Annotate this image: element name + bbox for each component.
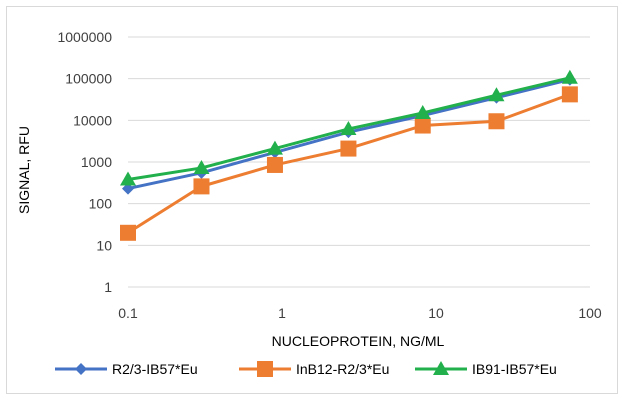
y-tick-label: 1000000 — [57, 29, 112, 45]
gridlines — [128, 36, 590, 288]
legend-label: R2/3-IB57*Eu — [112, 361, 198, 377]
x-tick-label: 0.1 — [118, 305, 138, 321]
y-tick-label: 100000 — [65, 71, 112, 87]
data-point — [266, 156, 283, 173]
series-2 — [120, 69, 578, 186]
data-point — [340, 140, 357, 157]
legend-marker — [433, 361, 449, 375]
data-point — [488, 113, 505, 130]
data-point — [340, 120, 357, 135]
data-point — [193, 159, 210, 174]
y-axis-title: SIGNAL, RFU — [16, 126, 32, 214]
y-tick-labels: 1 10 100 1000 10000 100000 1000000 — [57, 29, 112, 295]
y-tick-label: 10000 — [73, 112, 112, 128]
data-point — [414, 104, 431, 119]
x-tick-label: 100 — [578, 305, 602, 321]
data-point — [193, 178, 210, 195]
legend-label: IB91-IB57*Eu — [472, 361, 557, 377]
data-point — [266, 140, 283, 155]
legend-marker — [257, 361, 273, 377]
y-tick-label: 1000 — [81, 154, 112, 170]
legend-label: InB12-R2/3*Eu — [296, 361, 389, 377]
data-point — [488, 87, 505, 102]
data-point — [120, 224, 136, 241]
x-axis-title: NUCLEOPROTEIN, NG/ML — [272, 333, 445, 349]
x-tick-labels: 0.1 1 10 100 — [118, 305, 602, 321]
data-point — [561, 86, 578, 103]
data-point — [122, 182, 134, 195]
data-point — [561, 69, 578, 84]
series-1 — [120, 86, 578, 241]
y-tick-label: 1 — [104, 279, 112, 295]
chart-frame — [6, 6, 618, 394]
x-tick-label: 1 — [278, 305, 286, 321]
y-tick-label: 100 — [89, 196, 113, 212]
legend: R2/3-IB57*Eu InB12-R2/3*Eu IB91-IB57*Eu — [55, 361, 557, 377]
legend-marker — [75, 363, 87, 375]
data-point — [120, 171, 136, 186]
y-tick-label: 10 — [96, 237, 112, 253]
data-point — [414, 117, 431, 134]
x-tick-label: 10 — [428, 305, 444, 321]
series-lines — [120, 69, 578, 241]
